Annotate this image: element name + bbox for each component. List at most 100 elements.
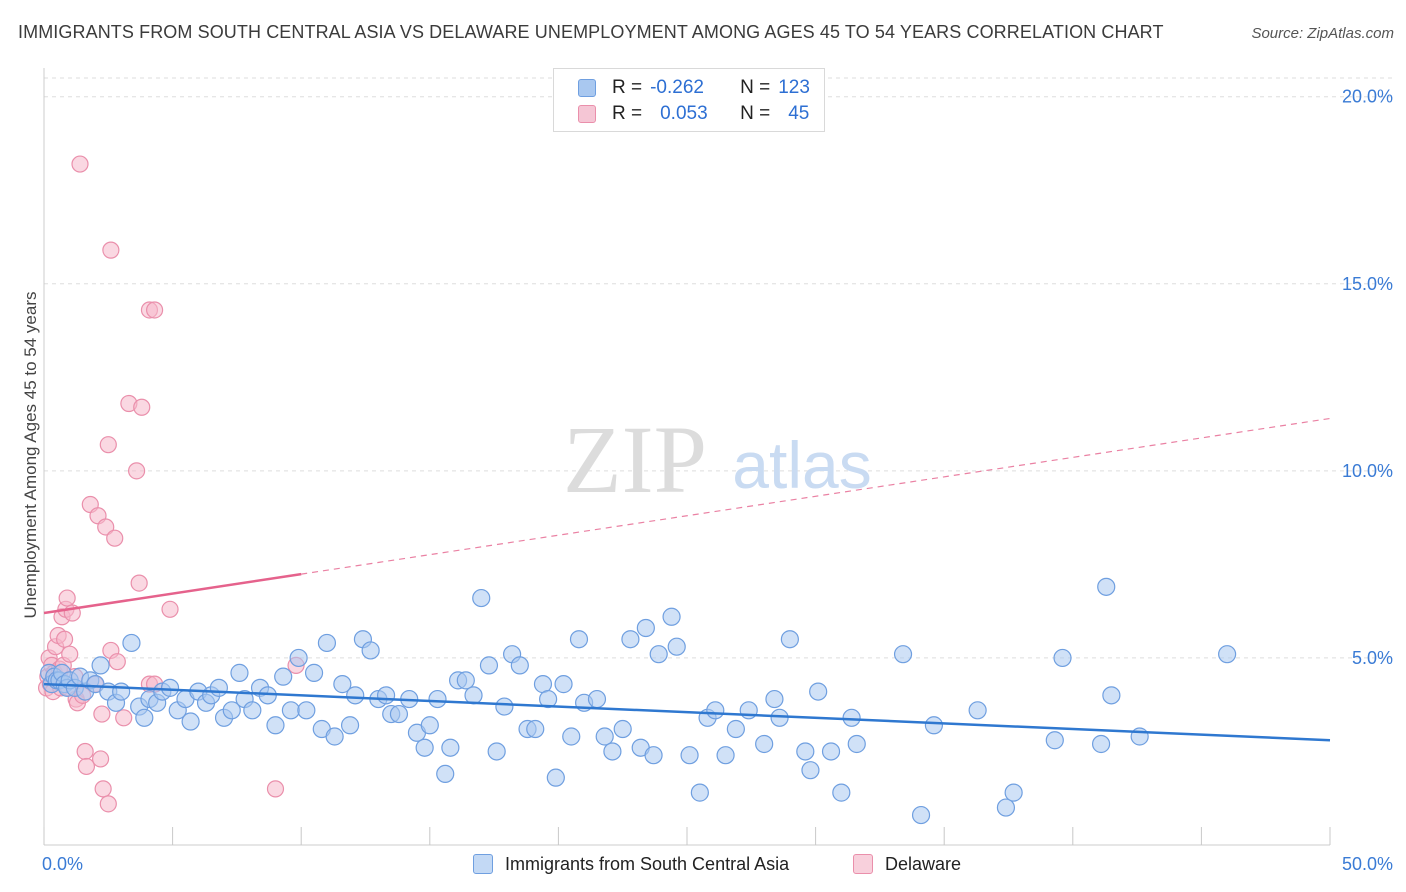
legend-n-value: 123 (778, 77, 810, 98)
data-point-immigrants (539, 689, 558, 709)
data-point-immigrants (317, 633, 337, 653)
data-point-delaware (71, 155, 89, 173)
legend-r-label: R = (612, 103, 643, 124)
data-point-delaware (133, 398, 151, 416)
data-point-delaware (94, 780, 112, 798)
data-point-immigrants (893, 645, 913, 664)
data-point-immigrants (122, 633, 141, 653)
trend-lines (43, 417, 1331, 742)
legend-n-label: N = (740, 103, 771, 124)
data-point-immigrants (1218, 645, 1237, 664)
data-point-delaware (99, 795, 117, 813)
data-point-immigrants (587, 689, 607, 709)
data-point-immigrants (135, 708, 154, 727)
data-point-immigrants (832, 783, 851, 802)
data-point-immigrants (716, 746, 735, 765)
legend-n-label: N = (740, 77, 771, 98)
y-tick-label: 15.0% (1342, 274, 1393, 294)
data-point-immigrants (1097, 577, 1116, 596)
data-point-immigrants (495, 697, 514, 716)
data-point-immigrants (243, 701, 262, 720)
y-tick-label: 20.0% (1342, 87, 1393, 107)
data-point-immigrants (690, 783, 709, 802)
data-point-immigrants (464, 686, 483, 705)
data-point-immigrants (847, 734, 866, 754)
data-point-delaware (76, 742, 94, 761)
trend-line-delaware-dashed (301, 417, 1331, 575)
trend-line-delaware-solid (43, 572, 302, 615)
data-point-immigrants (281, 701, 301, 720)
data-point-immigrants (924, 716, 944, 735)
correlation-legend: R = -0.262 N = 123 R = 0.053 N = 45 (553, 68, 825, 132)
data-point-immigrants (181, 712, 200, 731)
data-point-delaware (108, 653, 126, 671)
data-point-delaware (266, 780, 285, 798)
data-point-delaware (61, 645, 79, 663)
data-point-immigrants (415, 738, 434, 757)
data-point-immigrants (428, 689, 447, 709)
data-point-immigrants (222, 701, 241, 720)
y-tick-label: 10.0% (1342, 461, 1393, 481)
data-point-immigrants (526, 719, 545, 739)
data-point-immigrants (472, 588, 491, 608)
x-tick-label: 50.0% (1342, 854, 1393, 874)
data-point-delaware (127, 462, 146, 480)
data-point-immigrants (479, 656, 499, 675)
data-point-immigrants (91, 656, 110, 675)
data-point-immigrants (809, 682, 828, 701)
data-point-immigrants (1045, 731, 1064, 750)
data-point-immigrants (289, 648, 308, 668)
data-point-delaware (161, 600, 179, 618)
data-point-immigrants (649, 645, 668, 664)
bottom-legend-label: Delaware (885, 853, 962, 874)
data-point-immigrants (796, 742, 815, 761)
tick-labels: 5.0% 10.0% 15.0% 20.0% 0.0% 50.0% (42, 87, 1393, 874)
data-point-immigrants (209, 678, 228, 697)
data-point-immigrants (569, 630, 589, 649)
data-point-immigrants (361, 641, 380, 660)
trend-line-immigrants (43, 682, 1331, 742)
watermark-atlas: atlas (732, 428, 871, 502)
data-point-immigrants (911, 805, 931, 825)
data-point-immigrants (546, 768, 565, 787)
legend-r-value: 0.053 (660, 103, 708, 124)
chart-title: IMMIGRANTS FROM SOUTH CENTRAL ASIA VS DE… (18, 22, 1164, 42)
data-point-immigrants (680, 746, 699, 765)
legend-row-delaware: R = 0.053 N = 45 (578, 103, 809, 125)
data-point-delaware (115, 709, 133, 727)
watermark-zip: ZIP (563, 406, 707, 513)
data-point-immigrants (562, 727, 581, 746)
data-point-delaware (145, 301, 164, 319)
data-point-immigrants (801, 761, 820, 780)
data-point-immigrants (456, 671, 475, 690)
data-point-delaware (77, 757, 96, 776)
data-point-immigrants (304, 663, 324, 682)
legend-n-value: 45 (788, 103, 810, 124)
data-point-immigrants (297, 701, 316, 720)
bottom-legend-swatch-blue (473, 854, 493, 874)
data-point-immigrants (230, 663, 249, 682)
data-point-immigrants (510, 656, 529, 675)
data-point-immigrants (346, 686, 365, 705)
data-point-delaware (91, 750, 110, 768)
data-point-immigrants (644, 746, 663, 765)
data-point-immigrants (1004, 783, 1023, 802)
legend-swatch-pink (578, 105, 596, 123)
legend-row-immigrants: R = -0.262 N = 123 (578, 77, 810, 99)
data-point-immigrants (1091, 734, 1111, 754)
data-point-immigrants (726, 719, 745, 739)
data-point-immigrants (325, 727, 344, 746)
data-point-delaware (130, 574, 148, 592)
data-point-immigrants (340, 716, 360, 735)
bottom-legend-swatch-pink (853, 854, 873, 874)
bottom-legend-label: Immigrants from South Central Asia (505, 853, 790, 874)
data-point-immigrants (780, 630, 799, 649)
bottom-legend-delaware: Delaware (853, 852, 961, 876)
data-point-immigrants (333, 675, 352, 694)
data-point-delaware (93, 705, 111, 723)
data-point-immigrants (662, 607, 681, 626)
data-point-immigrants (554, 675, 573, 694)
data-point-delaware (99, 436, 117, 454)
legend-swatch-blue (578, 79, 596, 97)
